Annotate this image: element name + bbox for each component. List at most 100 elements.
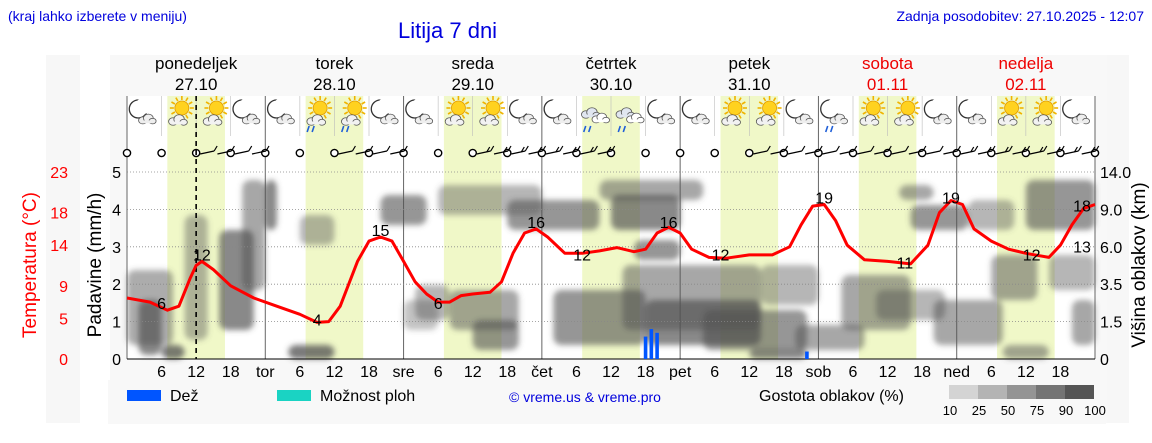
density-step-label: 75 [1030,403,1044,418]
temperature-tick: 9 [59,279,68,296]
temperature-label: 18 [1073,199,1091,216]
wind-barb-icon [1029,145,1048,155]
hour-tick: 12 [1017,364,1035,381]
day-name: ponedeljek [155,54,238,73]
hour-tick: 18 [1052,364,1070,381]
temperature-label: 12 [193,247,211,264]
wind-barb-icon [943,145,961,155]
wind-calm-icon [744,148,754,158]
hour-tick: 18 [637,364,655,381]
region-note: (kraj lahko izberete v meniju) [8,8,187,24]
wind-calm-icon [330,148,339,158]
sun-cloud-icon [997,96,1024,126]
cloud-density-area [910,205,969,230]
wind-barb-icon [908,145,927,155]
temperature-label: 19 [942,191,960,208]
day-date: 28.10 [313,75,356,94]
day-name: četrtek [585,54,637,73]
hour-tick: 6 [710,364,719,381]
precipitation-tick: 0 [112,352,121,369]
temperature-label: 12 [712,247,730,264]
wind-barb-icon [338,145,356,155]
wind-barb-icon [390,145,408,155]
temperature-label: 6 [434,296,443,313]
temperature-label: 13 [1073,239,1091,256]
wind-barb-icon [822,145,840,155]
day-name: sobota [862,54,914,73]
cloud-density-area [299,215,335,245]
precipitation-tick: 4 [112,202,121,219]
wind-barb-icon [995,145,1013,155]
cloud-density-area [703,310,807,350]
legend-showers-swatch [277,390,311,401]
density-swatch [1007,385,1036,399]
cloud-height-tick: 0 [1100,352,1109,369]
wind-barb-icon [234,145,253,155]
wind-barb-icon [770,145,789,155]
temperature-label: 19 [815,191,833,208]
moon-cloud-icon [508,98,537,125]
precipitation-tick: 5 [112,165,121,182]
wind-barb-icon [753,145,771,155]
hour-tick: 6 [572,364,581,381]
wind-calm-icon [226,148,236,158]
wind-calm-icon [883,148,892,158]
wind-barb-icon [493,145,512,155]
last-updated: Zadnja posodobitev: 27.10.2025 - 12:07 [896,8,1144,24]
density-legend-label: Gostota oblakov (%) [759,388,904,405]
precipitation-tick: 3 [112,240,121,257]
moon-rain-icon [820,98,848,133]
wind-barb-icon [839,145,858,155]
temperature-label: 12 [573,247,591,264]
wind-calm-icon [710,148,720,158]
cloud-density-area [265,180,277,230]
wind-barb-icon [1047,145,1065,155]
density-step-label: 90 [1059,403,1073,418]
hour-tick: 12 [740,364,758,381]
sun-cloud-icon [168,96,194,126]
cloud-density-area [415,285,450,320]
cloud-density-area [138,300,162,355]
moon-cloud-icon [370,98,399,125]
wind-calm-icon [433,148,443,158]
wind-barb-icon [545,145,564,155]
sun-cloud-icon [859,96,886,126]
wind-barb-icon [856,145,875,155]
cloud-density-area [933,300,1003,345]
cloud-density-area [1002,345,1049,359]
wind-barb-icon [251,145,270,155]
density-step-label: 10 [943,403,957,418]
wind-barb-icon [1012,145,1031,155]
cloud-density-area [161,345,185,359]
moon-cloud-icon [923,98,952,125]
wind-barb-icon [597,145,616,155]
cloud-height-tick: 1.5 [1100,315,1122,332]
precipitation-bar [643,336,648,359]
moon-cloud-icon [785,98,814,125]
cloud-height-tick: 9.0 [1100,202,1122,219]
hour-tick: 18 [498,364,516,381]
wind-calm-icon [157,148,166,158]
cloud-density-area [749,349,807,359]
moon-cloud-icon [958,98,987,125]
hour-tick: 18 [913,364,931,381]
temperature-line [126,199,1096,324]
wind-barb-icon [528,145,547,155]
day-date: 02.11 [1005,75,1046,94]
left-margin-panel [46,55,80,423]
wind-calm-icon [779,148,789,158]
wind-calm-icon [848,148,858,158]
day-name: petek [728,54,770,73]
density-step-label: 25 [972,403,986,418]
sun-cloud-icon [202,96,229,126]
moon-cloud-icon [232,98,261,125]
day-date: 29.10 [451,75,494,94]
moon-cloud-icon [543,98,572,125]
moon-cloud-icon [405,98,434,125]
wind-barb-icon [787,145,806,155]
cloud-height-axis-title: Višina oblakov (km) [1129,182,1150,347]
cloud-density-area [876,290,946,320]
hour-tick: 6 [987,364,996,381]
density-swatch [978,385,1007,399]
